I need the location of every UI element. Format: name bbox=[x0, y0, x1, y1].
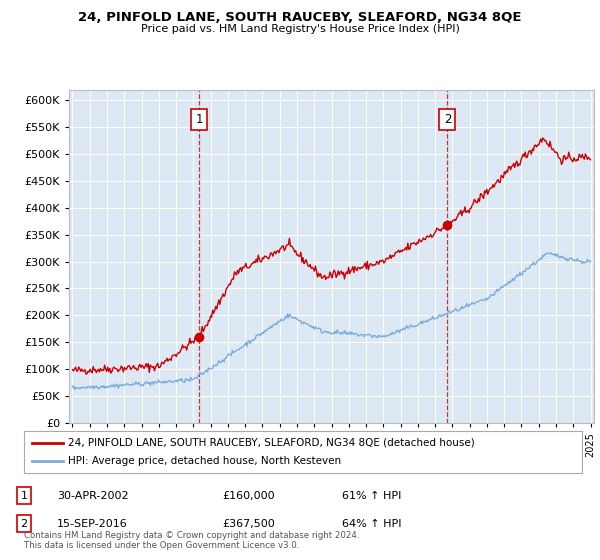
Text: £367,500: £367,500 bbox=[222, 519, 275, 529]
Text: £160,000: £160,000 bbox=[222, 491, 275, 501]
Text: 15-SEP-2016: 15-SEP-2016 bbox=[57, 519, 128, 529]
Text: 64% ↑ HPI: 64% ↑ HPI bbox=[342, 519, 401, 529]
Text: 2: 2 bbox=[443, 113, 451, 126]
Text: 24, PINFOLD LANE, SOUTH RAUCEBY, SLEAFORD, NG34 8QE (detached house): 24, PINFOLD LANE, SOUTH RAUCEBY, SLEAFOR… bbox=[68, 438, 474, 448]
Text: Price paid vs. HM Land Registry's House Price Index (HPI): Price paid vs. HM Land Registry's House … bbox=[140, 24, 460, 34]
Text: 30-APR-2002: 30-APR-2002 bbox=[57, 491, 128, 501]
Text: 61% ↑ HPI: 61% ↑ HPI bbox=[342, 491, 401, 501]
Text: 24, PINFOLD LANE, SOUTH RAUCEBY, SLEAFORD, NG34 8QE: 24, PINFOLD LANE, SOUTH RAUCEBY, SLEAFOR… bbox=[78, 11, 522, 24]
Text: 2: 2 bbox=[20, 519, 28, 529]
Text: Contains HM Land Registry data © Crown copyright and database right 2024.
This d: Contains HM Land Registry data © Crown c… bbox=[24, 530, 359, 550]
Text: HPI: Average price, detached house, North Kesteven: HPI: Average price, detached house, Nort… bbox=[68, 456, 341, 466]
Text: 1: 1 bbox=[195, 113, 203, 126]
Text: 1: 1 bbox=[20, 491, 28, 501]
